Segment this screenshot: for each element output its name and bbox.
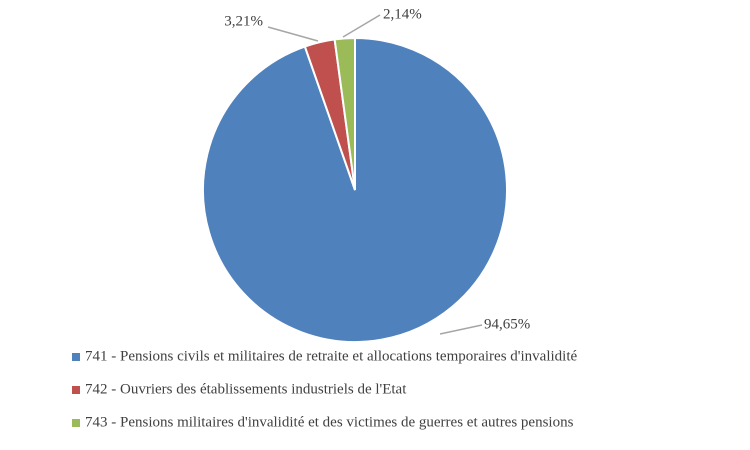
data-label: 3,21% xyxy=(224,13,263,29)
data-labels: 94,65% 3,21% 2,14% xyxy=(224,6,530,335)
legend-label: 741 - Pensions civils et militaires de r… xyxy=(85,348,577,364)
legend-label: 743 - Pensions militaires d'invalidité e… xyxy=(85,414,574,430)
legend-swatch xyxy=(72,353,80,361)
pie-slice xyxy=(333,36,356,191)
data-label: 2,14% xyxy=(383,6,422,22)
legend: 741 - Pensions civils et militaires de r… xyxy=(72,348,577,430)
leader-line xyxy=(439,324,483,335)
legend-label: 742 - Ouvriers des établissements indust… xyxy=(85,381,407,397)
leader-line xyxy=(342,14,381,38)
leader-line xyxy=(267,26,319,42)
data-label: 94,65% xyxy=(484,316,530,332)
pie xyxy=(202,36,508,343)
legend-swatch xyxy=(72,419,80,427)
legend-swatch xyxy=(72,386,80,394)
